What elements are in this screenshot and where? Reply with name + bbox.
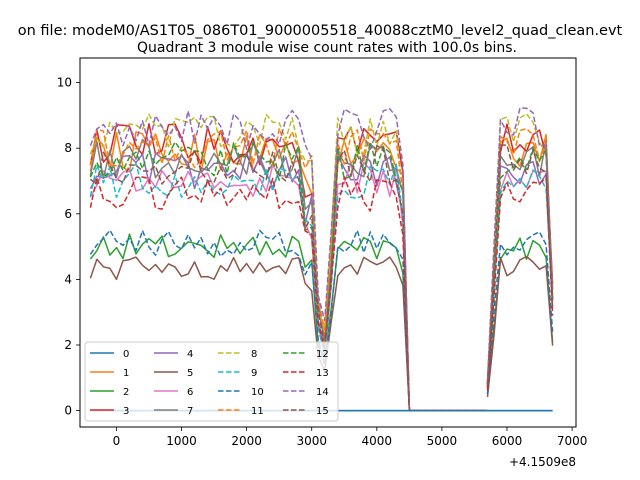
y-axis: 0 2 4 6 8 10	[57, 76, 80, 418]
series-line-14	[89, 108, 416, 412]
y-tick-label: 8	[64, 141, 72, 155]
x-tick-label: 6000	[492, 434, 523, 448]
x-offset-text: +4.1509e8	[509, 455, 576, 469]
legend-label-14: 14	[316, 387, 329, 398]
legend-label-7: 7	[187, 406, 193, 417]
series-line-6	[89, 161, 416, 412]
legend-label-12: 12	[316, 349, 329, 360]
x-tick-label: 0	[113, 434, 121, 448]
x-tick-label: 4000	[362, 434, 393, 448]
legend-label-13: 13	[316, 368, 329, 379]
series-line-12	[89, 141, 416, 412]
series-line-15	[89, 145, 416, 412]
legend-label-15: 15	[316, 406, 329, 417]
series-line-3	[89, 123, 416, 412]
y-tick-label: 0	[64, 404, 72, 418]
series-line-12	[486, 147, 554, 387]
legend-label-9: 9	[251, 368, 257, 379]
series-line-10	[486, 231, 554, 394]
legend-label-10: 10	[251, 387, 264, 398]
series-line-2	[89, 233, 416, 412]
legend-label-8: 8	[251, 349, 257, 360]
y-tick-label: 4	[64, 272, 72, 286]
series-line-15	[486, 144, 554, 385]
series-line-13	[89, 176, 416, 412]
x-tick-label: 5000	[427, 434, 458, 448]
x-tick-label: 2000	[231, 434, 262, 448]
series-line-14	[486, 107, 554, 381]
x-axis: 0 1000 2000 3000 4000 5000 6000 7000	[113, 427, 588, 448]
chart-title: Quadrant 3 module wise count rates with …	[137, 40, 517, 56]
series-line-5	[89, 256, 416, 412]
plot-area	[89, 107, 554, 412]
x-tick-label: 3000	[296, 434, 327, 448]
legend-label-0: 0	[123, 349, 129, 360]
y-tick-label: 10	[57, 76, 72, 90]
legend-box	[84, 341, 339, 422]
legend-label-5: 5	[187, 368, 193, 379]
series-line-2	[486, 237, 554, 395]
legend-label-11: 11	[251, 406, 264, 417]
legend-label-2: 2	[123, 387, 129, 398]
series-line-13	[486, 177, 554, 391]
axes-frame	[79, 57, 577, 428]
figure-suptitle: on file: modeM0/AS1T05_086T01_9000005518…	[18, 23, 623, 39]
series-line-7	[89, 138, 416, 412]
series-lines	[89, 107, 554, 412]
legend-label-6: 6	[187, 387, 193, 398]
y-tick-label: 2	[64, 338, 72, 352]
series-line-5	[486, 255, 554, 398]
legend-label-3: 3	[123, 406, 129, 417]
legend-label-4: 4	[187, 349, 193, 360]
y-tick-label: 6	[64, 207, 72, 221]
x-tick-label: 7000	[557, 434, 588, 448]
series-line-11	[486, 127, 554, 385]
x-tick-label: 1000	[166, 434, 197, 448]
legend-label-1: 1	[123, 368, 129, 379]
